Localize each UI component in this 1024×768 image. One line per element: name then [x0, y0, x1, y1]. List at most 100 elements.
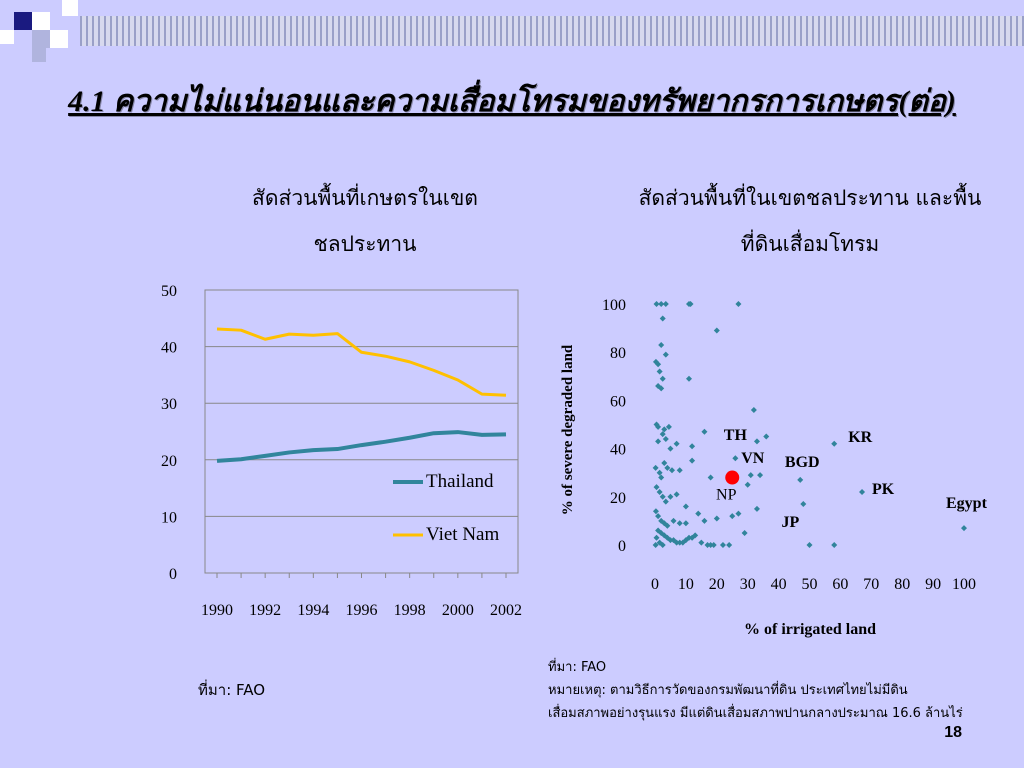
- series-line-viet-nam: [217, 329, 506, 395]
- point-label-bgd: BGD: [785, 454, 820, 471]
- point-label-pk: PK: [872, 481, 895, 498]
- y-tick-label: 50: [161, 283, 177, 300]
- scatter-point: [686, 376, 692, 382]
- point-label-th: TH: [724, 427, 748, 444]
- scatter-point: [695, 511, 701, 517]
- x-axis-label: % of irrigated land: [744, 621, 876, 638]
- scatter-point: [653, 465, 659, 471]
- x-tick-label: 1996: [346, 602, 378, 619]
- scatter-point: [729, 513, 735, 519]
- x-tick-label: 20: [709, 576, 725, 593]
- x-tick-label: 60: [832, 576, 848, 593]
- scatter-point: [657, 489, 663, 495]
- scatter-point: [663, 499, 669, 505]
- scatter-point: [757, 472, 763, 478]
- scatter-point: [657, 368, 663, 374]
- y-tick-label: 0: [618, 538, 626, 555]
- right-chart-title: สัดส่วนพื้นที่ในเขตชลประทาน และพื้น ที่ด…: [600, 175, 1020, 267]
- scatter-point: [800, 501, 806, 507]
- labeled-point: [859, 489, 865, 495]
- y-tick-label: 20: [161, 453, 177, 470]
- scatter-point: [660, 494, 666, 500]
- scatter-point: [660, 376, 666, 382]
- left-chart-title: สัดส่วนพื้นที่เกษตรในเขต ชลประทาน: [200, 175, 530, 267]
- x-tick-label: 2000: [442, 602, 474, 619]
- x-tick-label: 40: [771, 576, 787, 593]
- scatter-point: [674, 491, 680, 497]
- scatter-point: [742, 530, 748, 536]
- scatter-point: [660, 315, 666, 321]
- x-tick-label: 90: [925, 576, 941, 593]
- series-line-thailand: [217, 432, 506, 461]
- scatter-point: [654, 535, 660, 541]
- slide-title: 4.1 ความไม่แน่นอนและความเสื่อมโทรมของทรั…: [0, 78, 1024, 125]
- y-tick-label: 40: [610, 442, 626, 459]
- x-tick-label: 100: [952, 576, 976, 593]
- labeled-point: [831, 542, 837, 548]
- scatter-point: [674, 441, 680, 447]
- note-line1: หมายเหตุ: ตามวิธีการวัดของกรมพัฒนาที่ดิน…: [548, 679, 1018, 702]
- x-tick-label: 10: [678, 576, 694, 593]
- scatter-point: [658, 475, 664, 481]
- scatter-point: [714, 515, 720, 521]
- y-tick-label: 10: [161, 509, 177, 526]
- x-tick-label: 1998: [394, 602, 426, 619]
- y-tick-label: 60: [610, 393, 626, 410]
- x-tick-label: 0: [651, 576, 659, 593]
- scatter-point: [763, 434, 769, 440]
- labeled-point: [831, 441, 837, 447]
- y-tick-label: 30: [161, 396, 177, 413]
- legend-label-thailand: Thailand: [426, 471, 494, 492]
- scatter-point: [658, 342, 664, 348]
- scatter-point: [667, 494, 673, 500]
- left-chart-title-line2: ชลประทาน: [200, 221, 530, 267]
- labeled-point: [732, 455, 738, 461]
- right-chart-title-line1: สัดส่วนพื้นที่ในเขตชลประทาน และพื้น: [600, 175, 1020, 221]
- scatter-point: [726, 542, 732, 548]
- x-tick-label: 70: [863, 576, 879, 593]
- scatter-point: [671, 518, 677, 524]
- right-source: ที่มา: FAO: [548, 656, 1018, 679]
- scatter-point: [663, 301, 669, 307]
- scatter-point: [689, 458, 695, 464]
- y-tick-label: 20: [610, 490, 626, 507]
- x-tick-label: 2002: [490, 602, 522, 619]
- point-label-np: NP: [716, 487, 737, 504]
- right-notes: ที่มา: FAO หมายเหตุ: ตามวิธีการวัดของกรม…: [548, 656, 1018, 725]
- x-tick-label: 1992: [249, 602, 281, 619]
- scatter-point: [683, 520, 689, 526]
- x-tick-label: 30: [740, 576, 756, 593]
- scatter-point: [663, 436, 669, 442]
- scatter-point: [745, 482, 751, 488]
- scatter-chart: % of severe degraded land % of irrigated…: [540, 280, 1020, 650]
- right-chart-title-line2: ที่ดินเสื่อมโทรม: [600, 221, 1020, 267]
- labeled-point: [807, 542, 813, 548]
- y-axis-label: % of severe degraded land: [560, 344, 576, 515]
- scatter-point: [677, 467, 683, 473]
- x-tick-label: 1990: [201, 602, 233, 619]
- scatter-point: [698, 540, 704, 546]
- scatter-point: [689, 443, 695, 449]
- page-number: 18: [944, 724, 962, 742]
- scatter-point: [683, 503, 689, 509]
- scatter-point: [657, 470, 663, 476]
- legend-label-viet-nam: Viet Nam: [426, 524, 499, 545]
- point-label-kr: KR: [848, 429, 872, 446]
- scatter-point: [655, 438, 661, 444]
- labeled-point: [748, 472, 754, 478]
- scatter-point: [660, 431, 666, 437]
- scatter-point: [754, 438, 760, 444]
- scatter-point: [667, 446, 673, 452]
- y-tick-label: 0: [169, 566, 177, 583]
- point-label-egypt: Egypt: [946, 495, 988, 512]
- y-tick-label: 100: [602, 297, 626, 314]
- scatter-point: [654, 484, 660, 490]
- note-line2: เสื่อมสภาพอย่างรุนแรง มีแต่ดินเสื่อมสภาพ…: [548, 702, 1018, 725]
- x-tick-label: 1994: [297, 602, 329, 619]
- scatter-point: [701, 429, 707, 435]
- point-label-jp: JP: [782, 514, 800, 531]
- scatter-point: [720, 542, 726, 548]
- x-tick-label: 80: [894, 576, 910, 593]
- point-label-vn: VN: [741, 450, 765, 467]
- scatter-point: [714, 328, 720, 334]
